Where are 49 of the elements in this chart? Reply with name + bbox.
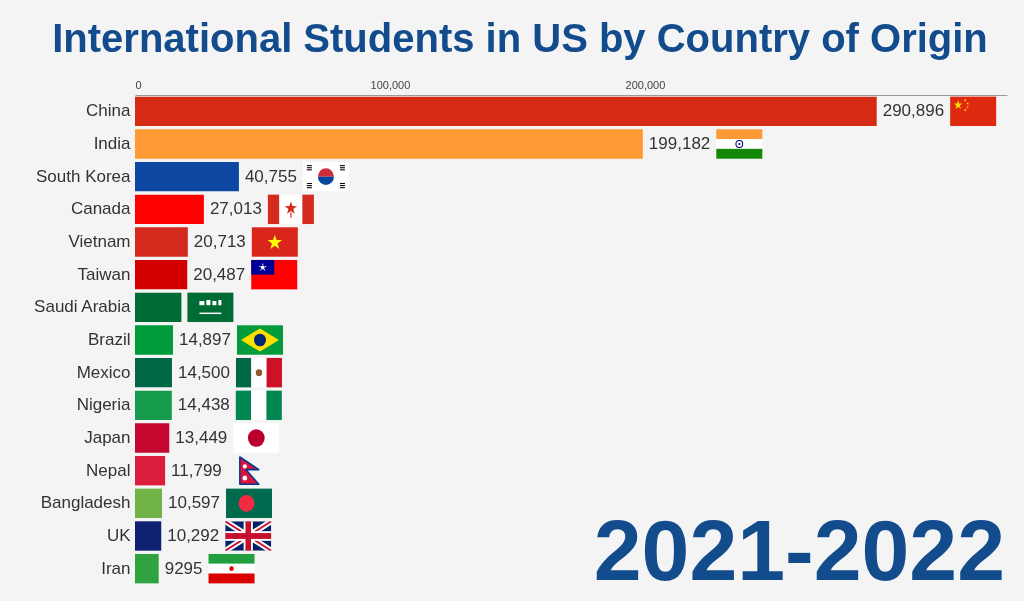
y-tick-label: Mexico — [76, 362, 131, 382]
data-label: 20,487 — [193, 264, 246, 284]
bar — [135, 227, 188, 257]
data-label: 11,799 — [171, 460, 222, 480]
data-label: 13,449 — [175, 428, 228, 447]
y-tick-label: Vietnam — [68, 232, 131, 251]
bar — [135, 553, 159, 584]
y-tick-label: Nepal — [86, 460, 131, 480]
bar — [135, 325, 173, 355]
data-label: 10,597 — [168, 493, 221, 513]
bar — [135, 194, 204, 225]
bar — [135, 259, 188, 290]
y-tick-label: India — [93, 134, 132, 153]
data-label: 14,897 — [178, 330, 231, 349]
y-tick-label: Iran — [101, 558, 131, 578]
y-tick-label: Nigeria — [76, 395, 132, 415]
data-label: 27,013 — [209, 199, 262, 219]
y-tick-label: Canada — [70, 199, 132, 219]
bar — [135, 161, 239, 192]
y-tick-label: Taiwan — [77, 264, 131, 284]
bar — [135, 488, 163, 519]
bar — [135, 390, 172, 421]
bar — [135, 357, 172, 388]
bar — [135, 521, 162, 551]
bar — [135, 292, 182, 323]
bar — [135, 455, 166, 486]
y-tick-label: South Korea — [35, 166, 132, 186]
data-label: 40,755 — [244, 166, 297, 186]
bar — [135, 423, 170, 453]
y-tick-label: Japan — [84, 428, 131, 447]
x-tick-label: 200,000 — [625, 78, 666, 91]
data-label: 20,713 — [193, 232, 246, 251]
y-tick-label: UK — [106, 526, 132, 545]
data-label: 290,896 — [882, 101, 945, 121]
annotation: 2021-2022 — [593, 502, 1005, 598]
data-label: 10,292 — [167, 526, 220, 545]
data-label: 14,438 — [177, 395, 230, 415]
y-tick-label: Bangladesh — [40, 493, 131, 513]
x-tick-label: 0 — [135, 78, 142, 91]
data-label: 9295 — [164, 558, 203, 578]
data-label: 14,500 — [177, 362, 230, 382]
data-label: 199,182 — [648, 134, 711, 153]
bar — [135, 129, 643, 159]
bar — [135, 96, 877, 127]
x-tick-label: 100,000 — [370, 78, 411, 91]
chart-title: International Students in US by Country of Origin — [52, 16, 988, 60]
y-tick-label: China — [86, 101, 132, 121]
y-tick-label: Saudi Arabia — [34, 297, 132, 317]
y-tick-label: Brazil — [87, 330, 131, 349]
